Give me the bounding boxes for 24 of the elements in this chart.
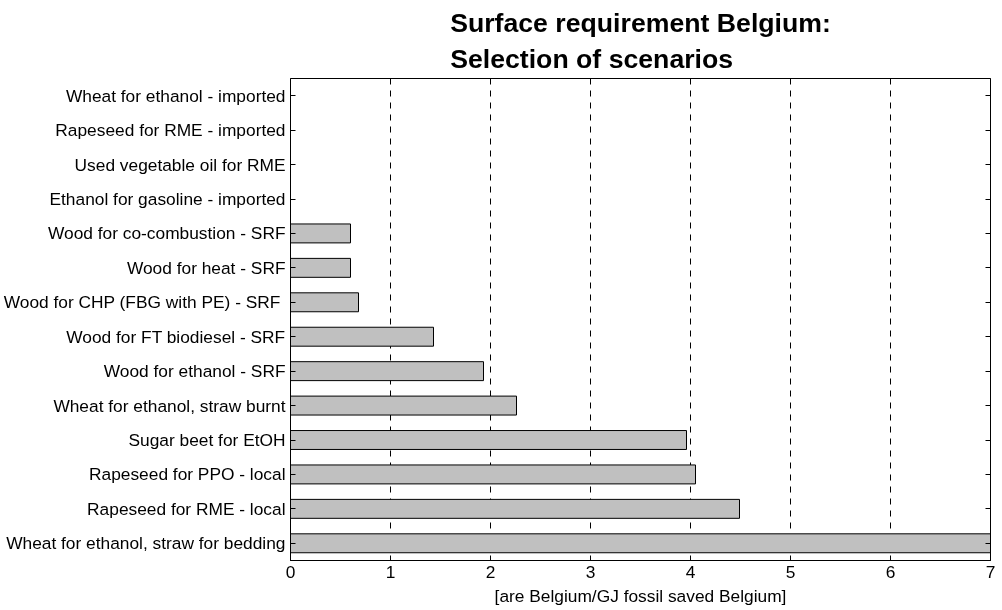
y-tick-label: Wheat for ethanol, straw burnt — [53, 395, 286, 416]
y-tick-label: Wood for CHP (FBG with PE) - SRF — [3, 292, 281, 313]
x-tick-label: 2 — [485, 561, 496, 582]
y-tick-label: Wood for ethanol - SRF — [103, 361, 286, 382]
x-tick-label: 3 — [585, 561, 596, 582]
x-tick-label: 7 — [985, 561, 996, 582]
y-tick-label: Wheat for ethanol - imported — [65, 85, 286, 106]
y-tick-label: Wheat for ethanol, straw for bedding — [6, 533, 286, 554]
y-tick-label: Rapeseed for PPO - local — [89, 464, 286, 485]
y-tick-label: Rapeseed for RME - local — [87, 498, 286, 519]
y-tick-label: Sugar beet for EtOH — [128, 430, 286, 450]
x-tick-label: 6 — [885, 561, 896, 582]
x-tick-label: 0 — [285, 561, 296, 582]
y-tick-label: Ethanol for gasoline - imported — [49, 189, 286, 209]
x-axis-title: [are Belgium/GJ fossil saved Belgium] — [494, 585, 787, 606]
x-tick-label: 4 — [685, 561, 696, 582]
y-tick-label: Wood for heat - SRF — [126, 257, 286, 278]
x-tick-label: 1 — [385, 561, 396, 582]
y-tick-label: Wood for co-combustion - SRF — [47, 223, 286, 244]
y-tick-label: Used vegetable oil for RME — [74, 154, 286, 175]
y-tick-label: Rapeseed for RME - imported — [55, 120, 286, 141]
chart-title: Surface requirement Belgium: Selection of scenarios — [450, 7, 831, 74]
x-tick-label: 5 — [785, 561, 796, 582]
y-tick-label: Wood for FT biodiesel - SRF — [66, 326, 286, 347]
